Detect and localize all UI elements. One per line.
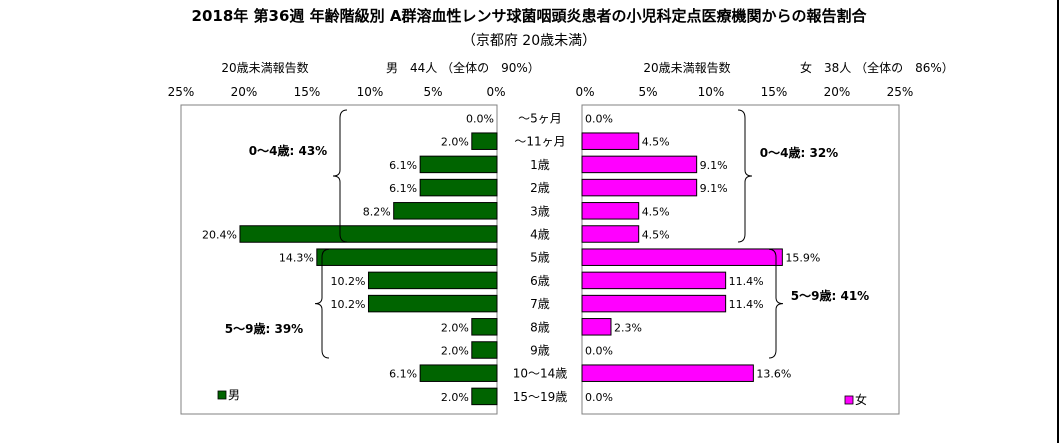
female-tick-label: 25%	[887, 85, 914, 99]
female-data-label: 0.0%	[585, 345, 613, 358]
male-axis-label: 20歳未満報告数	[221, 60, 308, 75]
female-data-label: 9.1%	[700, 159, 728, 172]
category-label: 5歳	[530, 251, 550, 265]
male-bar	[316, 248, 498, 266]
female-data-label: 4.5%	[642, 136, 670, 149]
group-brace	[332, 109, 348, 243]
female-data-label: 0.0%	[585, 391, 613, 404]
female-bar	[581, 294, 727, 313]
female-tick-label: 0%	[575, 85, 594, 99]
category-label: ～5ヶ月	[518, 112, 562, 126]
male-data-label: 2.0%	[441, 345, 469, 358]
male-bar	[419, 364, 498, 382]
male-data-label: 6.1%	[389, 159, 417, 172]
female-data-label: 2.3%	[614, 321, 642, 334]
male-tick-label: 15%	[294, 85, 321, 99]
female-data-label: 11.4%	[729, 275, 764, 288]
category-label: 3歳	[530, 204, 550, 218]
male-data-label: 2.0%	[441, 136, 469, 149]
female-bar	[581, 132, 640, 150]
male-tick-label: 25%	[168, 85, 195, 99]
labels-layer: ～5ヶ月 0.0% 0.0% ～11ヶ月 2.0% 4.5% 1歳 6.1% 9.1% 2歳 6.1…	[202, 112, 869, 404]
group-brace	[314, 248, 330, 359]
category-label: 4歳	[530, 228, 550, 242]
male-data-label: 8.2%	[363, 205, 391, 218]
female-data-label: 13.6%	[756, 368, 791, 381]
female-bar	[581, 318, 612, 336]
chart-title: 2018年 第36週 年齢階級別 A群溶血性レンサ球菌咽頭炎患者の小児科定点医療…	[192, 7, 868, 25]
male-data-label: 6.1%	[389, 368, 417, 381]
male-group-label: 5～9歳: 39%	[225, 321, 303, 336]
female-summary: 女 38人 （全体の 86%）	[800, 60, 954, 75]
male-bar	[367, 294, 498, 313]
female-group-label: 5～9歳: 41%	[791, 288, 869, 303]
bars-layer	[239, 132, 783, 406]
male-tick-label: 5%	[423, 85, 442, 99]
male-data-label: 6.1%	[389, 182, 417, 195]
female-axis-label: 20歳未満報告数	[643, 60, 730, 75]
female-data-label: 9.1%	[700, 182, 728, 195]
male-bar	[419, 178, 498, 197]
chart-subtitle: （京都府 20歳未満）	[462, 33, 596, 49]
male-data-label: 2.0%	[441, 321, 469, 334]
category-label: 9歳	[530, 344, 550, 358]
male-legend-swatch	[217, 390, 227, 400]
female-bar	[581, 202, 640, 220]
male-legend-label: 男	[228, 388, 240, 402]
male-data-label: 14.3%	[279, 252, 314, 265]
female-data-label: 4.5%	[642, 229, 670, 242]
female-tick-label: 15%	[761, 85, 788, 99]
female-group-label: 0～4歳: 32%	[760, 145, 838, 160]
category-label: 2歳	[530, 181, 550, 195]
male-bar	[471, 387, 498, 406]
category-label: ～11ヶ月	[514, 135, 565, 149]
female-bar	[581, 364, 754, 382]
frame-edge	[1057, 0, 1059, 443]
male-data-label: 10.2%	[331, 298, 366, 311]
female-data-label: 4.5%	[642, 205, 670, 218]
female-legend-swatch	[844, 395, 854, 405]
male-group-label: 0～4歳: 43%	[249, 143, 327, 158]
female-data-label: 11.4%	[729, 298, 764, 311]
female-tick-label: 10%	[698, 85, 725, 99]
male-bar	[393, 202, 498, 220]
category-label: 8歳	[530, 320, 550, 334]
male-bar	[471, 341, 498, 359]
male-bar	[419, 155, 498, 174]
male-bar	[239, 225, 498, 243]
group-brace	[737, 109, 753, 243]
male-data-label: 2.0%	[441, 391, 469, 404]
male-bar	[471, 132, 498, 150]
female-data-label: 0.0%	[585, 113, 613, 126]
female-tick-label: 5%	[638, 85, 657, 99]
female-legend-label: 女	[855, 392, 867, 407]
category-label: 10～14歳	[513, 367, 568, 381]
female-bar	[581, 225, 640, 243]
female-tick-label: 20%	[824, 85, 851, 99]
braces-layer	[314, 109, 784, 359]
male-tick-label: 10%	[357, 85, 384, 99]
category-label: 15～19歳	[513, 390, 568, 404]
male-bar	[367, 271, 498, 290]
female-bar	[581, 271, 727, 290]
male-bar	[471, 318, 498, 336]
male-summary: 男 44人 （全体の 90%）	[386, 60, 540, 75]
category-label: 1歳	[530, 158, 550, 172]
female-bar	[581, 248, 783, 266]
female-bar	[581, 178, 698, 197]
male-data-label: 20.4%	[202, 229, 237, 242]
category-label: 7歳	[530, 297, 550, 311]
axis-ticks: 25% 20% 15% 10% 5% 0% 0% 5% 10% 15% 20% 25%	[168, 85, 914, 99]
female-bar	[581, 155, 698, 174]
male-tick-label: 0%	[486, 85, 505, 99]
group-brace	[768, 248, 784, 359]
male-data-label: 10.2%	[331, 275, 366, 288]
male-tick-label: 20%	[231, 85, 258, 99]
category-label: 6歳	[530, 274, 550, 288]
male-data-label: 0.0%	[466, 113, 494, 126]
female-data-label: 15.9%	[785, 252, 820, 265]
